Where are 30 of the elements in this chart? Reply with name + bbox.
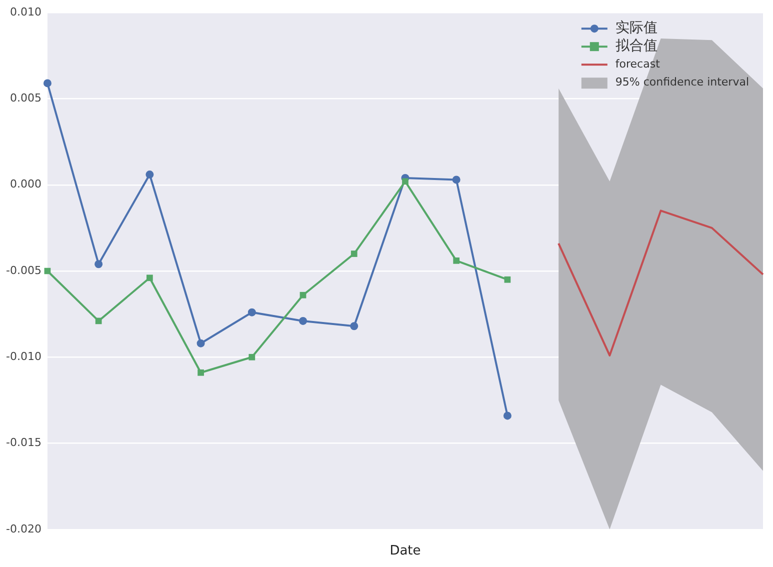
point [146,274,153,282]
point [43,79,52,88]
point [453,257,460,264]
point [300,292,306,298]
y-tick-label: -0.010 [6,350,42,363]
point [504,276,511,283]
legend-label: forecast [615,57,661,70]
y-tick-label: -0.005 [6,264,42,277]
point [196,339,205,348]
point [198,369,204,376]
point [248,308,256,316]
y-tick-label: 0.010 [10,5,42,18]
legend-label: 实际值 [615,20,658,36]
point [452,176,460,184]
y-tick-label: -0.020 [6,522,42,536]
point [95,318,102,324]
y-tick-label: -0.015 [6,436,42,450]
point [146,170,154,179]
x-axis-title: Date [390,544,421,559]
y-tick-label: 0.000 [10,178,42,191]
point [299,316,308,325]
legend-label: 拟合值 [615,38,658,54]
point [402,178,408,185]
point [94,260,103,268]
legend-label: 95% confidence interval [615,75,750,88]
point [503,412,512,420]
point [350,322,358,330]
y-tick-label: 0.005 [10,92,42,105]
point [248,354,256,360]
point [350,250,358,257]
